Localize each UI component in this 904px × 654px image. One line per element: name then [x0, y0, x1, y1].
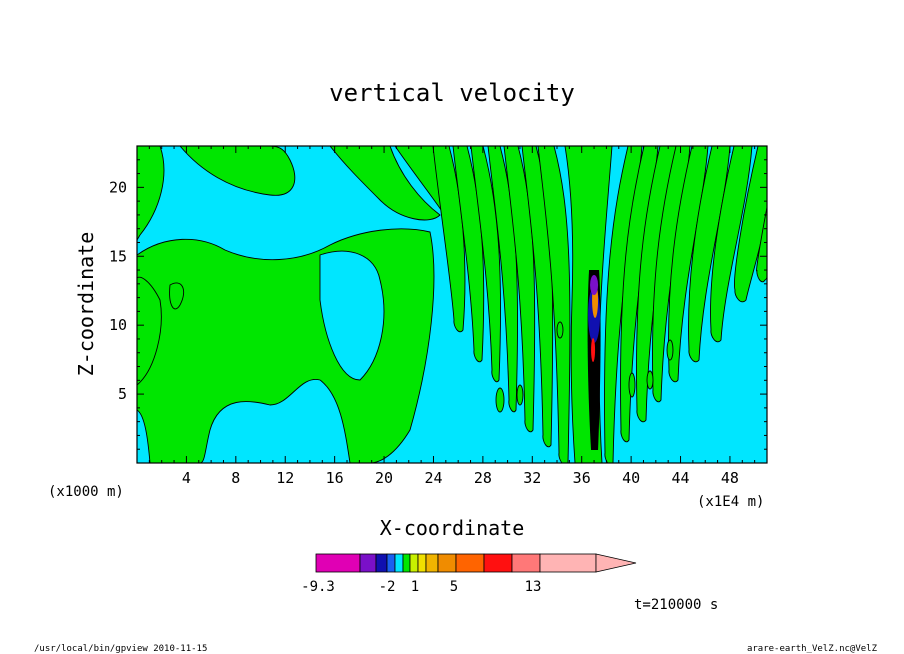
colorbar-swatch: [375, 553, 388, 573]
colorbar-swatch: [394, 553, 404, 573]
positive-island: [516, 384, 524, 406]
y-tick-label: 5: [118, 385, 127, 403]
colorbar-arrow: [595, 553, 637, 573]
updraft-core-layer: [587, 270, 601, 450]
x-tick-label: 28: [474, 469, 492, 487]
x-tick-label: 20: [375, 469, 393, 487]
x-tick-label: 32: [523, 469, 541, 487]
colorbar-labels: -9.3 -2 1 5 13: [301, 579, 541, 595]
footer-left: /usr/local/bin/gpview 2010-11-15: [34, 644, 207, 654]
positive-island: [495, 387, 505, 413]
time-label: t=210000 s: [634, 597, 718, 613]
x-axis-title: X-coordinate: [380, 516, 525, 540]
x-scale-label: (x1000 m): [48, 484, 124, 500]
positive-region: [137, 146, 165, 241]
colorbar-swatch: [539, 553, 597, 573]
colorbar-swatch: [511, 553, 541, 573]
footer-right: arare-earth_VelZ.nc@VelZ: [747, 644, 878, 654]
y-tick-label: 10: [109, 316, 127, 334]
y-axis-title: Z-coordinate: [74, 232, 98, 377]
positive-region: [169, 282, 184, 310]
positive-island: [646, 370, 654, 390]
x-tick-label: 48: [721, 469, 739, 487]
x-tick-label: 36: [573, 469, 591, 487]
y-tick-label: 15: [109, 247, 127, 265]
positive-region: [179, 146, 296, 196]
colorbar-swatch: [315, 553, 361, 573]
colorbar-swatch: [483, 553, 513, 573]
y-axis: 5 10 15 20: [109, 159, 767, 450]
colorbar-swatch: [425, 553, 439, 573]
plot-area: [137, 146, 767, 463]
x-tick-label: 40: [622, 469, 640, 487]
colorbar-label: 1: [411, 579, 419, 595]
positive-island: [556, 321, 564, 339]
colorbar-swatch: [359, 553, 377, 573]
colorbar-label: 5: [450, 579, 458, 595]
colorbar-swatch: [455, 553, 485, 573]
colorbar-label: -9.3: [301, 579, 335, 595]
colorbar: [315, 553, 637, 573]
negative-region: [319, 250, 385, 381]
updraft-core: [591, 338, 596, 362]
x-tick-label: 12: [276, 469, 294, 487]
colorbar-swatch: [417, 553, 427, 573]
colorbar-label: -2: [379, 579, 396, 595]
positive-stripe: [710, 146, 753, 343]
x-unit-label: (x1E4 m): [697, 494, 764, 510]
x-axis: 4 8 12 16 20 24 28 32 36 40 44 48: [148, 146, 756, 487]
x-tick-label: 8: [231, 469, 240, 487]
positive-region: [137, 276, 162, 386]
x-tick-label: 4: [182, 469, 191, 487]
colorbar-swatch: [409, 553, 419, 573]
colorbar-label: 13: [525, 579, 542, 595]
x-tick-label: 24: [424, 469, 442, 487]
positive-stripe: [756, 204, 767, 283]
positive-region-layer: [137, 146, 767, 463]
y-tick-label: 20: [109, 178, 127, 196]
colorbar-swatch: [437, 553, 457, 573]
positive-stripe: [537, 146, 571, 463]
positive-region: [329, 146, 441, 221]
colorbar-swatch: [402, 553, 411, 573]
x-tick-label: 44: [671, 469, 689, 487]
positive-island: [666, 339, 674, 361]
downdraft-core: [590, 275, 599, 295]
x-tick-label: 16: [326, 469, 344, 487]
colorbar-swatch: [386, 553, 396, 573]
plot-frame: [136, 145, 768, 464]
chart-title: vertical velocity: [329, 79, 575, 107]
positive-island: [628, 372, 636, 398]
